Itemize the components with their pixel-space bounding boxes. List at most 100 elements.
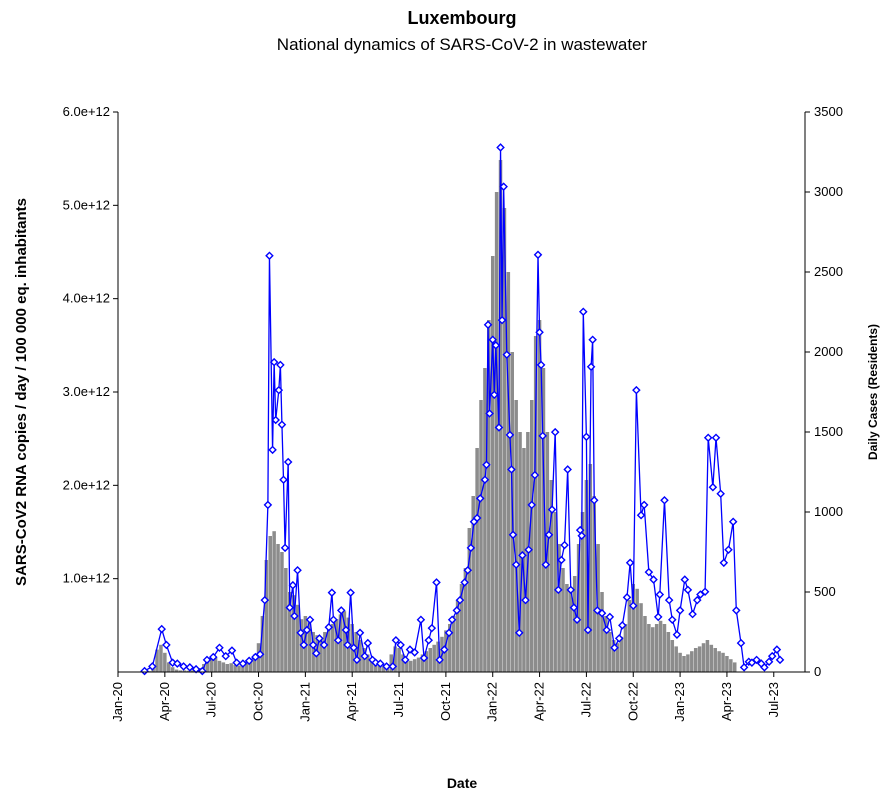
case-bar — [287, 592, 292, 672]
wastewater-marker — [547, 505, 557, 514]
case-bar — [327, 628, 331, 672]
wastewater-marker — [688, 609, 697, 619]
wastewater-marker — [269, 357, 279, 367]
case-bar — [725, 656, 729, 672]
case-bar — [264, 560, 269, 672]
case-bar — [455, 600, 460, 672]
wastewater-marker — [410, 648, 419, 657]
wastewater-marker — [140, 666, 149, 676]
wastewater-marker — [276, 360, 285, 370]
case-bar — [569, 592, 573, 672]
y-tick-label: 1.0e+12 — [63, 571, 110, 586]
wastewater-marker — [541, 560, 551, 569]
x-tick-label: Apr-22 — [532, 682, 547, 721]
x-tick-label: Oct-20 — [251, 682, 266, 721]
wastewater-marker — [447, 615, 457, 625]
wastewater-marker — [293, 565, 302, 575]
case-bar — [674, 646, 678, 672]
x-tick-label: Jul-23 — [766, 682, 781, 717]
case-bar — [647, 624, 651, 672]
wastewater-marker — [508, 530, 518, 540]
wastewater-marker — [208, 652, 218, 662]
wastewater-marker — [518, 551, 527, 560]
wastewater-marker — [343, 640, 352, 650]
case-bar — [451, 616, 456, 672]
wastewater-marker — [644, 567, 654, 577]
case-bar — [358, 640, 362, 672]
wastewater-marker — [268, 445, 277, 455]
wastewater-marker — [221, 651, 231, 661]
case-bar — [252, 654, 257, 672]
wastewater-marker — [238, 659, 248, 668]
case-bar — [701, 643, 706, 672]
wastewater-marker — [521, 595, 530, 605]
case-bar — [522, 448, 526, 672]
case-bar — [276, 544, 280, 672]
wastewater-marker — [179, 662, 188, 671]
wastewater-marker — [475, 494, 485, 503]
chart-title: Luxembourg — [407, 8, 516, 28]
case-bar — [717, 651, 721, 672]
case-bar — [666, 632, 671, 672]
case-bar — [580, 512, 585, 672]
wastewater-marker — [496, 143, 505, 152]
wastewater-marker — [162, 640, 171, 650]
case-bar — [362, 648, 366, 672]
case-bar — [323, 632, 327, 672]
case-bar — [213, 657, 218, 672]
wastewater-marker — [329, 615, 338, 625]
case-bar — [432, 644, 436, 672]
y-tick-label: 6.0e+12 — [63, 104, 110, 119]
case-bar — [604, 616, 608, 672]
wastewater-marker — [349, 643, 359, 653]
wastewater-marker — [582, 432, 591, 442]
wastewater-marker — [198, 666, 207, 676]
case-bar — [627, 600, 632, 672]
case-bar — [366, 654, 370, 672]
wastewater-marker — [391, 635, 401, 645]
case-bar — [272, 531, 276, 672]
case-bar — [248, 659, 253, 672]
case-bar — [514, 400, 518, 672]
case-bar — [354, 632, 358, 672]
wastewater-marker — [554, 585, 563, 595]
wastewater-marker — [566, 585, 576, 595]
case-bar — [729, 659, 733, 672]
wastewater-marker — [672, 630, 682, 639]
wastewater-marker — [424, 635, 434, 645]
case-bar — [436, 641, 440, 672]
wastewater-marker — [767, 651, 777, 661]
wastewater-marker — [632, 385, 641, 395]
wastewater-marker — [312, 649, 321, 658]
case-bar — [311, 632, 315, 672]
case-bar — [709, 644, 714, 672]
wastewater-marker — [302, 625, 312, 635]
y2-tick-label: 1000 — [814, 504, 843, 519]
case-bar — [206, 659, 210, 672]
wastewater-marker — [277, 420, 287, 429]
case-bar — [553, 512, 557, 672]
wastewater-marker — [639, 500, 649, 510]
case-bar — [490, 256, 495, 672]
case-bar — [174, 669, 179, 672]
wastewater-marker — [527, 500, 537, 510]
case-bar — [623, 624, 628, 672]
chart-subtitle: National dynamics of SARS-CoV-2 in waste… — [277, 35, 648, 54]
case-bar — [487, 320, 491, 672]
case-bar — [217, 660, 222, 672]
wastewater-marker — [610, 643, 619, 653]
wastewater-marker — [660, 495, 669, 505]
case-bar — [494, 192, 499, 672]
wastewater-marker — [593, 606, 602, 615]
wastewater-marker — [360, 651, 369, 661]
case-bar — [600, 592, 604, 672]
wastewater-line — [144, 147, 781, 672]
wastewater-marker — [502, 350, 512, 359]
wastewater-marker — [472, 513, 482, 523]
wastewater-marker — [263, 500, 273, 510]
case-bar — [178, 670, 183, 672]
wastewater-marker — [667, 615, 677, 625]
wastewater-marker — [497, 315, 507, 325]
wastewater-marker — [578, 307, 588, 317]
wastewater-marker — [288, 580, 298, 590]
